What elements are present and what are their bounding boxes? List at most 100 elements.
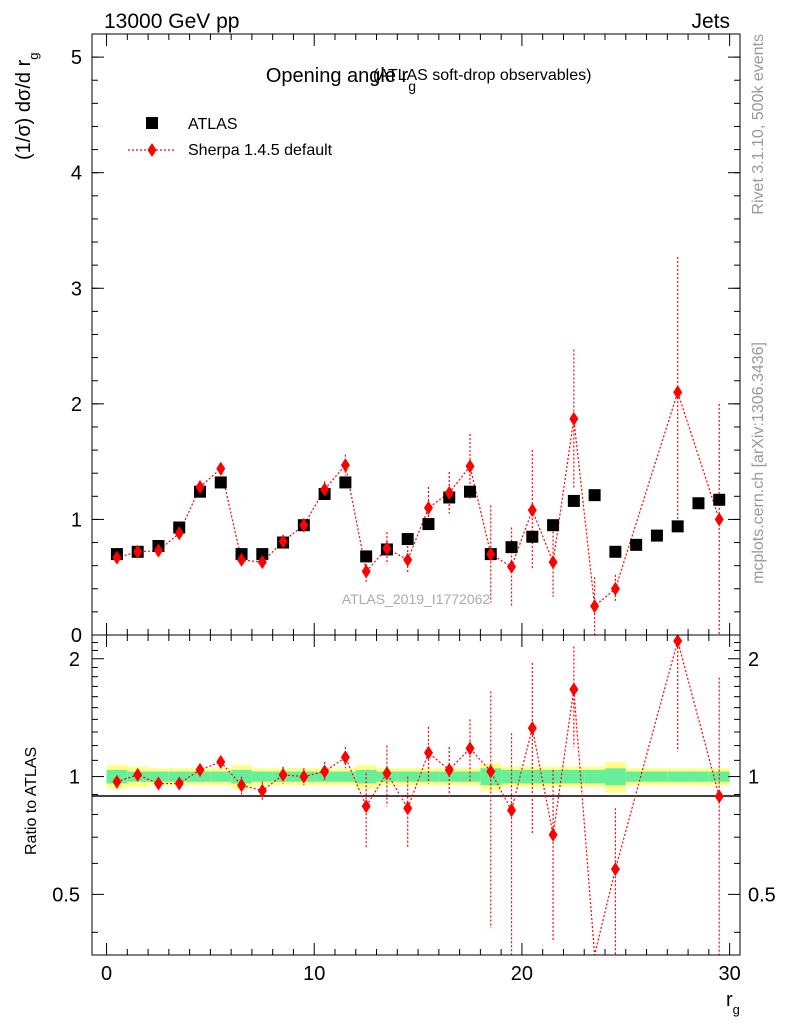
sherpa-point: [444, 485, 454, 500]
ratio-sherpa-point: [465, 741, 475, 756]
sherpa-point: [465, 459, 475, 474]
sherpa-point: [569, 411, 579, 426]
ratio-sherpa-point: [237, 778, 247, 793]
main-ylabel: (1/σ) dσ/d rg: [13, 53, 41, 161]
ratio-sherpa-point: [195, 762, 205, 777]
band-inner: [605, 768, 626, 786]
ratio-sherpa-point: [548, 827, 558, 842]
band-inner: [335, 771, 356, 782]
legend-label-sherpa: Sherpa 1.4.5 default: [188, 142, 333, 159]
ratio-xlabel-sub: g: [733, 1002, 740, 1017]
legend-label-atlas: ATLAS: [188, 116, 238, 133]
ratio-sherpa-line: [116, 638, 720, 956]
main-marks: [110, 257, 726, 635]
ratio-sherpa-point: [423, 745, 433, 760]
sherpa-point: [486, 547, 496, 562]
ratio-axis-ticks: 0.5 0.51 12 20 10 20 30: [52, 635, 776, 985]
main-title-text: Opening angle r: [266, 65, 409, 87]
atlas-point: [609, 545, 622, 558]
ratio-ytick-label-right: 0.5: [748, 884, 776, 906]
sherpa-point: [278, 534, 288, 549]
ratio-sherpa-point: [382, 766, 392, 781]
atlas-point: [339, 476, 352, 489]
ratio-sherpa-point: [278, 767, 288, 782]
atlas-point: [671, 520, 684, 533]
mcplots-label: mcplots.cern.ch [arXiv:1306.3436]: [750, 342, 767, 584]
band-inner: [501, 769, 522, 784]
sherpa-point: [507, 559, 517, 574]
band-inner: [688, 771, 709, 782]
ratio-xtick-label: 10: [303, 963, 325, 985]
atlas-point: [713, 493, 726, 506]
ratio-xlabel-text: r: [726, 989, 733, 1011]
ratio-xtick-label: 0: [101, 963, 112, 985]
legend-marker-sherpa: [147, 143, 157, 157]
sherpa-point: [610, 581, 620, 596]
ratio-sherpa-point: [112, 774, 122, 789]
sherpa-point: [423, 500, 433, 515]
ratio-ytick-label: 0.5: [52, 884, 80, 906]
sherpa-point: [673, 385, 683, 400]
ratio-ylabel: Ratio to ATLAS: [23, 747, 40, 855]
ratio-ytick-label: 2: [69, 649, 80, 671]
sherpa-point: [403, 552, 413, 567]
sherpa-point: [382, 541, 392, 556]
ratio-sherpa-point: [361, 799, 371, 814]
ratio-xtick-label: 30: [718, 963, 740, 985]
main-axis-ticks: 0 1 2 3 4 5: [71, 34, 740, 647]
main-ylabel-sub: g: [26, 53, 41, 60]
band-inner: [584, 769, 605, 784]
ratio-frame: [91, 634, 741, 956]
ratio-sherpa-point: [174, 776, 184, 791]
header-left-label: 13000 GeV pp: [104, 10, 239, 33]
sherpa-point: [590, 599, 600, 614]
main-title-sub: g: [408, 78, 416, 94]
atlas-point: [526, 530, 539, 543]
sherpa-point: [216, 461, 226, 476]
band-inner: [667, 771, 689, 782]
atlas-point: [214, 476, 227, 489]
ratio-sherpa-point: [507, 803, 517, 818]
sherpa-point: [340, 458, 350, 473]
atlas-point: [547, 519, 560, 532]
ratio-sherpa-point: [133, 767, 143, 782]
ratio-sherpa-point: [527, 721, 537, 736]
sherpa-point: [195, 480, 205, 495]
main-ytick-label: 5: [71, 47, 82, 69]
ratio-sherpa-point: [257, 783, 267, 798]
ratio-xtick-label: 20: [511, 963, 533, 985]
sherpa-point: [133, 544, 143, 559]
ratio-ytick-label-right: 2: [748, 649, 759, 671]
sherpa-point: [299, 518, 309, 533]
atlas-point: [567, 494, 580, 507]
sherpa-point: [548, 555, 558, 570]
ratio-sherpa-point: [714, 789, 724, 804]
atlas-point: [692, 497, 705, 510]
ratio-sherpa-point: [673, 634, 683, 649]
sherpa-point: [237, 552, 247, 567]
ratio-sherpa-point: [340, 750, 350, 765]
atlas-point: [464, 485, 476, 498]
atlas-point: [401, 533, 414, 546]
ratio-sherpa-point: [403, 801, 413, 816]
ratio-sherpa-point: [153, 776, 163, 791]
atlas-point: [650, 529, 663, 542]
main-ytick-label: 0: [71, 625, 82, 647]
atlas-point: [630, 538, 643, 551]
ratio-ytick-label-right: 1: [748, 767, 759, 789]
header-right-label: Jets: [691, 10, 730, 33]
ratio-sherpa-point: [444, 762, 454, 777]
watermark: ATLAS_2019_I1772062: [342, 591, 491, 607]
band-inner: [708, 771, 730, 782]
band-inner: [625, 771, 647, 782]
atlas-point: [256, 548, 269, 561]
band-inner: [563, 769, 585, 784]
ratio-sherpa-point: [216, 754, 226, 769]
sherpa-point: [361, 564, 371, 579]
legend-marker-atlas: [146, 117, 158, 129]
atlas-point: [505, 541, 518, 554]
atlas-point: [360, 550, 373, 563]
main-title: Opening angle rg: [266, 65, 416, 94]
